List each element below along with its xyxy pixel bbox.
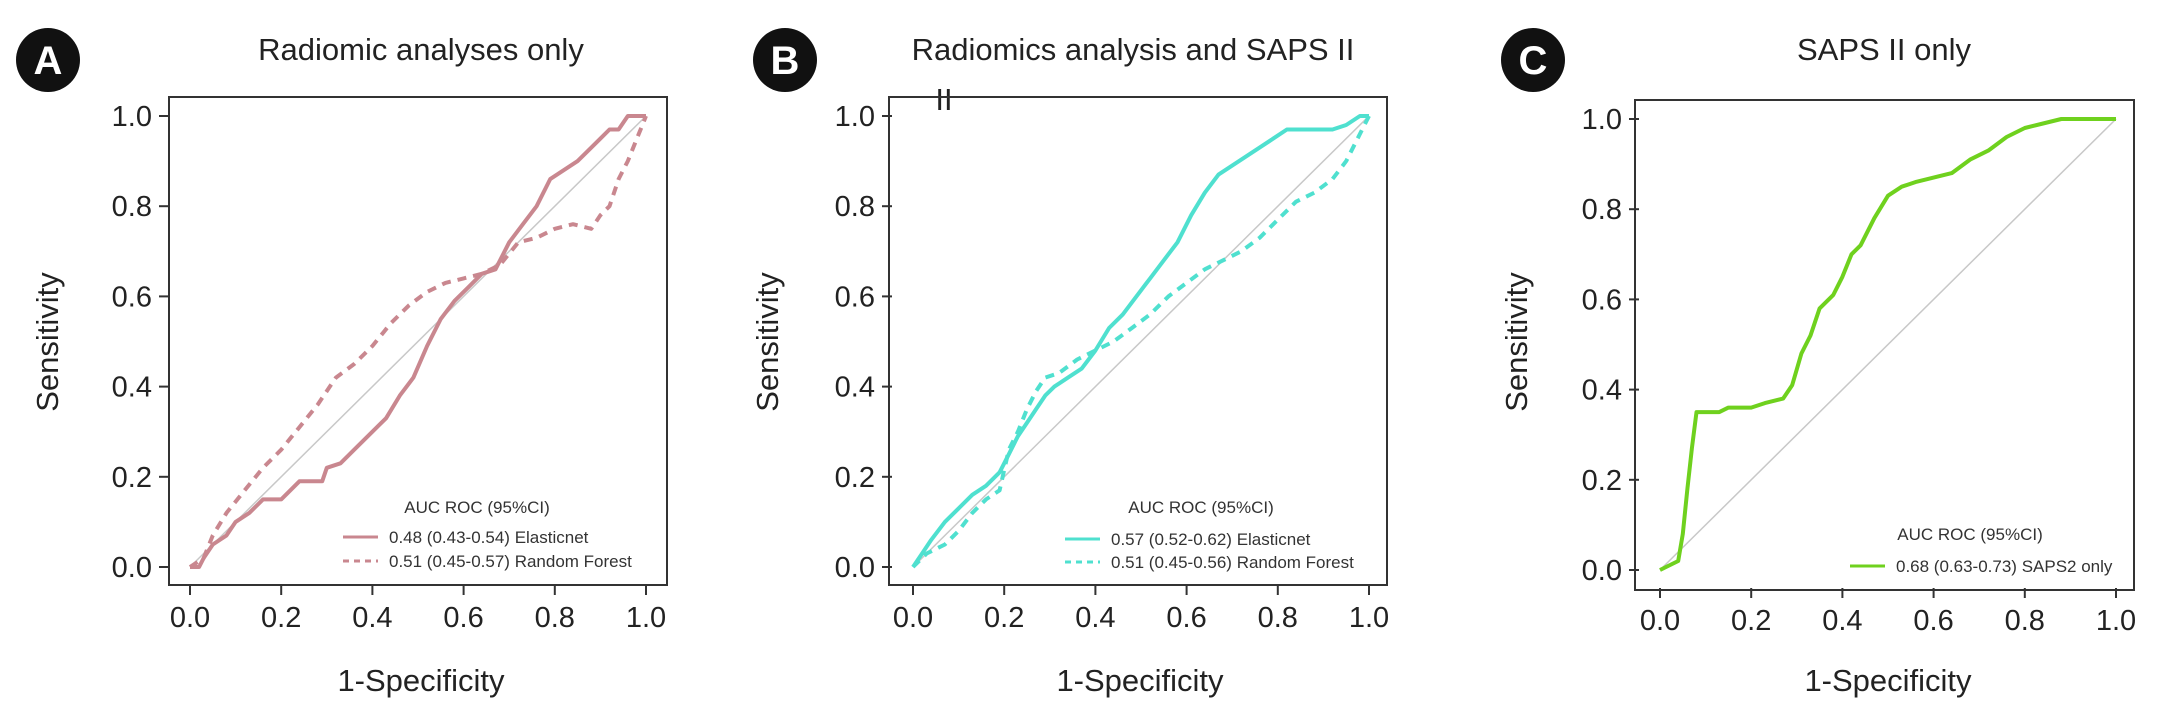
panel-badge bbox=[753, 28, 817, 92]
plot-frame bbox=[888, 96, 1388, 586]
reference-diagonal bbox=[1659, 118, 2117, 571]
x-tick-label: 0.0 bbox=[893, 602, 933, 634]
chart-title: Radiomic analyses only bbox=[258, 32, 584, 67]
plot-frame bbox=[168, 96, 668, 586]
legend-title: AUC ROC (95%CI) bbox=[404, 498, 549, 517]
y-tick-label: 0.8 bbox=[1582, 194, 1622, 226]
roc-curve-dashed bbox=[911, 115, 1371, 569]
panel-b: B Radiomics analysis and SAPS II II Sens… bbox=[750, 28, 1389, 698]
roc-curve-solid bbox=[911, 114, 1369, 569]
y-tick-label: 0.0 bbox=[112, 552, 152, 584]
y-axis-label: Sensitivity bbox=[30, 272, 65, 412]
y-tick-label: 0.0 bbox=[835, 552, 875, 584]
x-tick-label: 0.8 bbox=[1258, 602, 1298, 634]
y-tick-label: 0.4 bbox=[835, 372, 875, 404]
roc-curve-solid bbox=[190, 114, 646, 569]
x-tick-label: 0.8 bbox=[2005, 605, 2045, 637]
legend-entry: 0.48 (0.43-0.54) Elasticnet bbox=[389, 528, 589, 547]
roc-curve-dashed bbox=[188, 115, 648, 569]
legend-entry: 0.51 (0.45-0.57) Random Forest bbox=[389, 552, 632, 571]
legend: AUC ROC (95%CI) 0.57 (0.52-0.62) Elastic… bbox=[1065, 498, 1354, 572]
y-tick-label: 1.0 bbox=[1582, 104, 1622, 136]
legend-entry: 0.57 (0.52-0.62) Elasticnet bbox=[1111, 530, 1311, 549]
x-tick-label: 0.4 bbox=[1822, 605, 1862, 637]
x-tick-label: 0.4 bbox=[352, 602, 392, 634]
plot-area: 0.0 0.0 0.2 0.2 0.4 0.4 0.6 0.6 0.8 0.8 1.0 1.0 bbox=[112, 101, 666, 634]
x-tick-label: 0.2 bbox=[261, 602, 301, 634]
x-tick-label: 0.2 bbox=[1731, 605, 1771, 637]
y-tick-label: 0.8 bbox=[835, 191, 875, 223]
x-tick-label: 0.6 bbox=[1166, 602, 1206, 634]
panel-label: B bbox=[771, 39, 800, 83]
panel-a: A Radiomic analyses only Sensitivity 1-S… bbox=[16, 28, 668, 698]
y-tick-label: 0.2 bbox=[835, 462, 875, 494]
plot-area: 0.0 0.0 0.2 0.2 0.4 0.4 0.6 0.6 0.8 0.8 1.0 1.0 bbox=[835, 101, 1389, 634]
legend: AUC ROC (95%CI) 0.48 (0.43-0.54) Elastic… bbox=[343, 498, 632, 571]
legend-title: AUC ROC (95%CI) bbox=[1128, 498, 1273, 517]
chart-title-overflow: II bbox=[935, 82, 952, 117]
panel-badge bbox=[16, 28, 80, 92]
y-tick-label: 1.0 bbox=[835, 101, 875, 133]
x-tick-label: 1.0 bbox=[626, 602, 666, 634]
panel-label: A bbox=[34, 39, 63, 83]
x-tick-label: 1.0 bbox=[1349, 602, 1389, 634]
legend: AUC ROC (95%CI) 0.68 (0.63-0.73) SAPS2 o… bbox=[1850, 525, 2113, 576]
reference-diagonal bbox=[912, 115, 1370, 568]
y-tick-label: 0.4 bbox=[1582, 375, 1622, 407]
legend-entry: 0.51 (0.45-0.56) Random Forest bbox=[1111, 553, 1354, 572]
y-tick-label: 0.4 bbox=[112, 372, 152, 404]
plot-area: 0.0 0.0 0.2 0.2 0.4 0.4 0.6 0.6 0.8 0.8 1.0 1.0 bbox=[1582, 104, 2136, 637]
x-tick-label: 0.2 bbox=[984, 602, 1024, 634]
x-tick-label: 0.0 bbox=[1640, 605, 1680, 637]
x-tick-label: 0.6 bbox=[443, 602, 483, 634]
panel-label: C bbox=[1519, 39, 1548, 83]
y-tick-label: 0.2 bbox=[1582, 465, 1622, 497]
y-tick-label: 0.8 bbox=[112, 191, 152, 223]
x-tick-label: 1.0 bbox=[2096, 605, 2136, 637]
panel-badge bbox=[1501, 28, 1565, 92]
y-tick-label: 0.2 bbox=[112, 462, 152, 494]
legend-title: AUC ROC (95%CI) bbox=[1897, 525, 2042, 544]
chart-title: Radiomics analysis and SAPS II bbox=[912, 32, 1355, 67]
roc-curve-solid bbox=[1659, 117, 2116, 572]
y-tick-label: 1.0 bbox=[112, 101, 152, 133]
reference-diagonal bbox=[189, 115, 647, 568]
x-axis-label: 1-Specificity bbox=[337, 663, 505, 698]
y-tick-label: 0.6 bbox=[835, 281, 875, 313]
panel-c: C SAPS II only Sensitivity 1-Specificity… bbox=[1499, 28, 2136, 698]
y-axis-label: Sensitivity bbox=[1499, 272, 1534, 412]
plot-frame bbox=[1634, 99, 2135, 591]
y-tick-label: 0.6 bbox=[1582, 284, 1622, 316]
x-tick-label: 0.8 bbox=[535, 602, 575, 634]
y-tick-label: 0.6 bbox=[112, 281, 152, 313]
y-tick-label: 0.0 bbox=[1582, 555, 1622, 587]
chart-title: SAPS II only bbox=[1797, 32, 1972, 67]
legend-entry: 0.68 (0.63-0.73) SAPS2 only bbox=[1896, 557, 2113, 576]
x-axis-label: 1-Specificity bbox=[1056, 663, 1224, 698]
x-tick-label: 0.4 bbox=[1075, 602, 1115, 634]
x-axis-label: 1-Specificity bbox=[1804, 663, 1972, 698]
y-axis-label: Sensitivity bbox=[750, 272, 785, 412]
x-tick-label: 0.6 bbox=[1913, 605, 1953, 637]
x-tick-label: 0.0 bbox=[170, 602, 210, 634]
